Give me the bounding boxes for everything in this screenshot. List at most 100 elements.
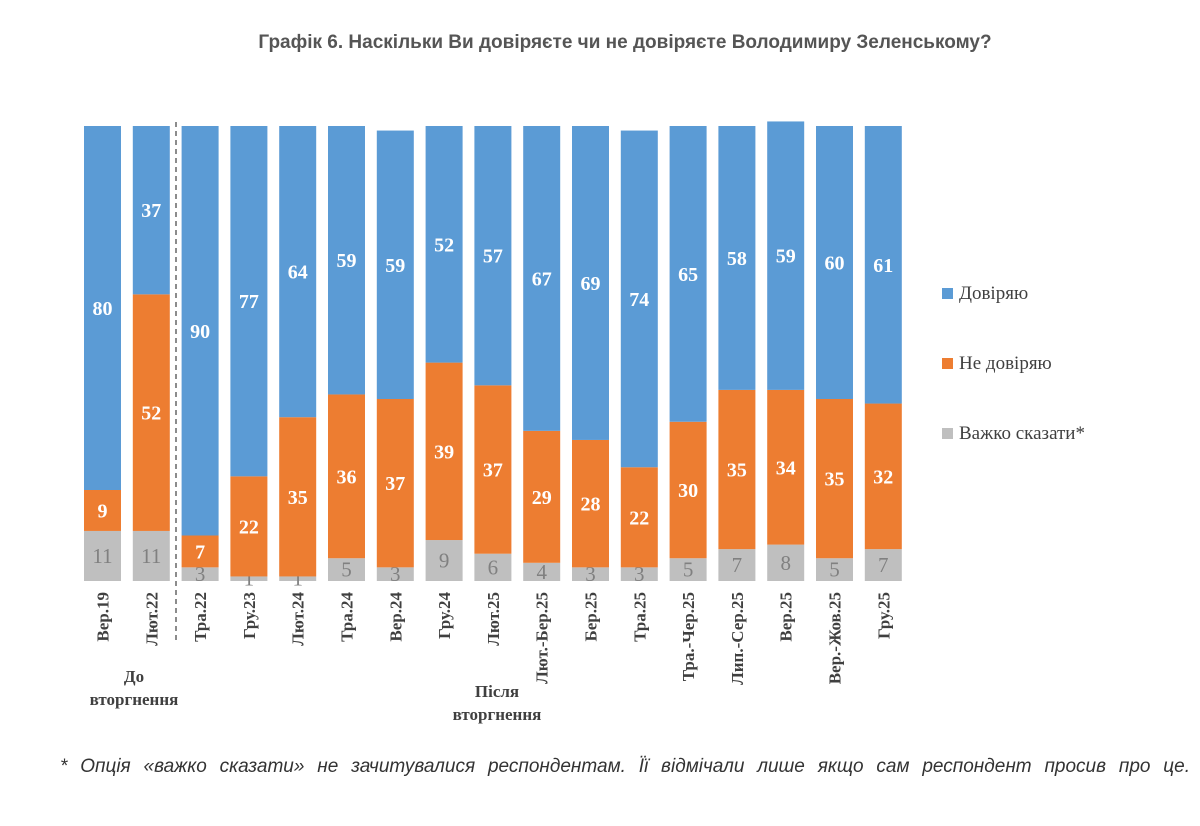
bar-segment [230,126,268,477]
bar-segment [620,567,658,581]
bar-segment [425,540,463,581]
bar-segment [572,126,609,440]
data-label: 32 [873,466,893,488]
annotation-before: До [124,667,144,686]
data-label: 11 [141,544,161,568]
data-label: 59 [776,246,796,268]
bar-segment [620,130,658,468]
bar-segment [132,530,170,581]
category-label: Тра.24 [338,592,357,642]
bar-segment [523,126,561,431]
bar-segment [328,558,365,581]
data-label: 57 [483,246,503,268]
annotation-after: Після [475,682,519,701]
data-label: 52 [141,403,161,425]
bar-segment [474,385,512,554]
bar-segment [132,294,170,531]
data-label: 59 [337,250,357,272]
legend-swatch [942,358,953,369]
bar-segment [181,126,219,536]
data-label: 61 [873,255,893,277]
data-label: 74 [629,289,649,311]
category-label: Тра.22 [191,592,210,642]
bar-segment [864,126,902,404]
legend-swatch [942,288,953,299]
category-label: Вер.-Жов.25 [826,592,845,684]
bar-segment [328,126,365,395]
bar-segment [864,403,902,550]
data-label: 34 [776,457,796,479]
category-label: Бер.25 [582,592,601,642]
bar-segment [376,399,414,568]
bar-segment [669,421,707,559]
bar-segment [523,562,561,581]
data-label: 22 [629,507,649,529]
legend-label: Довіряю [959,283,1028,304]
data-label: 1 [292,567,303,591]
data-label: 6 [488,555,499,579]
annotation-after: вторгнення [453,705,542,724]
data-label: 4 [536,560,547,584]
data-label: 90 [190,321,210,343]
category-label: Лют.25 [484,592,503,646]
bar-segment [376,130,414,400]
category-label: Гру.24 [435,592,454,640]
bar-segment [279,417,317,577]
data-label: 7 [732,553,743,577]
data-label: 5 [829,558,840,582]
footnote: * Опція «важко сказати» не зачитувалися … [60,756,1190,777]
category-label: Вер.25 [777,592,796,642]
chart-title: Графік 6. Наскільки Ви довіряєте чи не д… [258,32,992,53]
bar-segment [816,558,853,581]
category-label: Вер.24 [386,592,405,642]
data-label: 37 [483,460,503,482]
bar-segment [669,126,707,422]
stacked-bar-chart: 11980Вер.19115237Лют.223790Тра.2212277Гр… [84,121,1085,724]
data-label: 5 [341,558,352,582]
bar-segment [669,558,707,581]
bar-segment [864,549,902,581]
category-label: Лют.24 [289,592,308,646]
data-label: 67 [532,268,552,290]
data-label: 3 [585,562,596,586]
data-label: 29 [532,487,552,509]
data-label: 7 [195,541,205,563]
bar-segment [718,389,756,550]
bar-segment [718,126,756,390]
data-label: 39 [434,441,454,463]
bar-segment [279,576,317,581]
category-label: Гру.25 [874,592,893,639]
data-label: 37 [385,473,405,495]
data-label: 5 [683,558,694,582]
bar-segment [84,126,121,490]
data-label: 77 [239,291,259,313]
data-label: 64 [288,262,308,284]
bar-segment [767,121,805,390]
bar-segment [767,544,805,581]
bar-segment [523,430,561,563]
category-label: Лип.-Сер.25 [728,592,747,685]
data-label: 9 [439,549,450,573]
data-label: 3 [390,562,401,586]
data-label: 65 [678,264,698,286]
legend-swatch [942,428,953,439]
bar-segment [84,530,121,581]
category-label: Вер.19 [94,592,113,642]
data-label: 80 [93,298,113,320]
data-label: 8 [780,551,791,575]
bar-segment [376,567,414,581]
data-label: 9 [98,500,108,522]
bar-segment [132,126,170,295]
data-label: 69 [581,273,601,295]
category-label: Тра.-Чер.25 [679,592,698,681]
bar-segment [328,394,365,559]
bar-segment [230,476,268,577]
bar-segment [279,126,317,418]
bar-segment [816,399,853,559]
data-label: 60 [825,253,845,275]
data-label: 3 [634,562,645,586]
annotation-before: вторгнення [90,690,179,709]
data-label: 22 [239,516,259,538]
bar-segment [572,567,609,581]
